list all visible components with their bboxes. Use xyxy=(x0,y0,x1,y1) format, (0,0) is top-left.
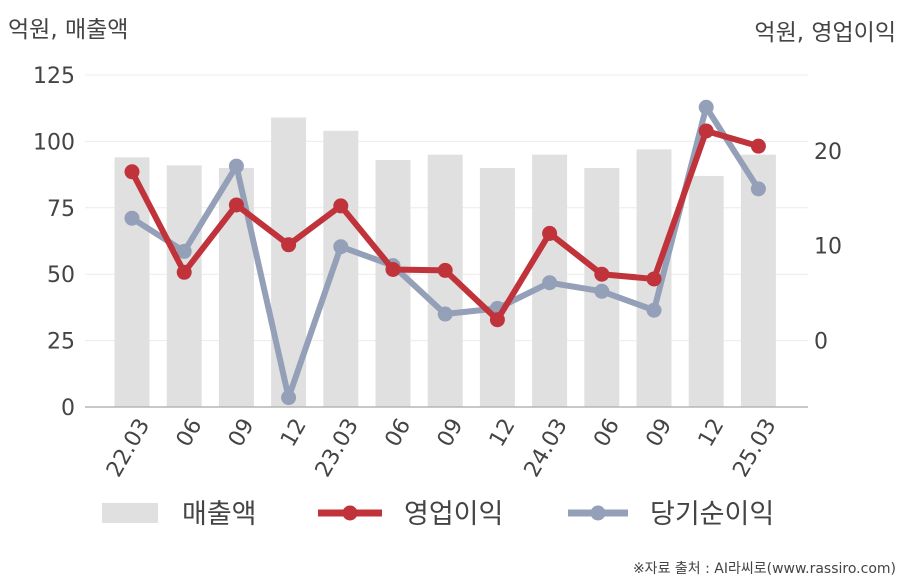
legend-marker-net xyxy=(590,505,606,521)
left-tick-label: 50 xyxy=(47,263,75,288)
profit-lines xyxy=(124,99,766,406)
revenue-bars xyxy=(114,117,776,408)
x-tick-label: 09 xyxy=(433,415,469,452)
net-profit-point xyxy=(333,239,349,255)
operating-profit-point xyxy=(698,123,714,139)
left-axis-ticks: 0 25 50 75 100 125 xyxy=(33,64,75,421)
x-tick-label: 24.03 xyxy=(520,415,573,482)
x-tick-label: 25.03 xyxy=(728,415,781,482)
source-note: ※자료 출처 : AI라씨로(www.rassiro.com) xyxy=(633,561,896,577)
operating-profit-point xyxy=(281,237,297,253)
legend: 매출액 영업이익 당기순이익 xyxy=(102,499,774,530)
x-tick-label: 23.03 xyxy=(311,415,364,482)
revenue-bar xyxy=(166,165,202,407)
x-tick-label: 06 xyxy=(589,415,625,452)
legend-marker-operating xyxy=(342,505,358,521)
operating-profit-point xyxy=(124,164,140,180)
net-profit-point xyxy=(281,390,297,406)
x-tick-label: 06 xyxy=(381,415,417,452)
right-axis-label: 억원, 영업이익 xyxy=(754,20,896,46)
net-profit-point xyxy=(698,99,714,115)
operating-profit-point xyxy=(385,261,401,277)
operating-profit-point xyxy=(594,266,610,282)
net-profit-point xyxy=(542,275,558,291)
operating-profit-point xyxy=(176,264,192,280)
right-tick-label: 0 xyxy=(814,330,828,355)
legend-label-revenue: 매출액 xyxy=(182,499,257,530)
x-tick-label: 22.03 xyxy=(102,415,155,482)
left-tick-label: 25 xyxy=(47,330,75,355)
operating-profit-point xyxy=(542,225,558,241)
net-profit-point xyxy=(594,283,610,299)
left-tick-label: 125 xyxy=(33,64,75,89)
left-axis-label: 억원, 매출액 xyxy=(8,17,128,43)
net-profit-point xyxy=(437,306,453,322)
x-tick-label: 09 xyxy=(642,415,678,452)
x-tick-label: 09 xyxy=(224,415,260,452)
revenue-bar xyxy=(688,175,724,407)
left-tick-label: 100 xyxy=(33,130,75,155)
x-tick-label: 12 xyxy=(276,415,312,452)
right-tick-label: 10 xyxy=(814,235,842,260)
left-tick-label: 0 xyxy=(61,396,75,421)
operating-profit-point xyxy=(750,138,766,154)
net-profit-point xyxy=(124,210,140,226)
left-tick-label: 75 xyxy=(47,197,75,222)
legend-swatch-revenue xyxy=(102,503,158,523)
legend-label-net: 당기순이익 xyxy=(650,499,774,530)
operating-profit-point xyxy=(646,271,662,287)
x-tick-label: 12 xyxy=(694,415,730,452)
operating-profit-point xyxy=(437,262,453,278)
x-tick-label: 06 xyxy=(172,415,208,452)
revenue-bar xyxy=(375,159,411,407)
operating-profit-point xyxy=(333,198,349,214)
net-profit-point xyxy=(176,243,192,259)
revenue-bar xyxy=(479,167,515,407)
net-profit-point xyxy=(228,158,244,174)
revenue-bar xyxy=(323,130,359,407)
operating-profit-point xyxy=(489,312,505,328)
revenue-bar xyxy=(740,154,776,407)
net-profit-point xyxy=(646,302,662,318)
legend-label-operating: 영업이익 xyxy=(404,499,503,530)
x-tick-label: 12 xyxy=(485,415,521,452)
right-axis-ticks: 0 10 20 xyxy=(814,140,842,355)
x-axis-ticks: 22.03 06 09 12 23.03 06 09 12 24.03 06 09 12 25.03 xyxy=(102,415,782,482)
operating-profit-point xyxy=(228,197,244,213)
net-profit-point xyxy=(750,181,766,197)
right-tick-label: 20 xyxy=(814,140,842,165)
